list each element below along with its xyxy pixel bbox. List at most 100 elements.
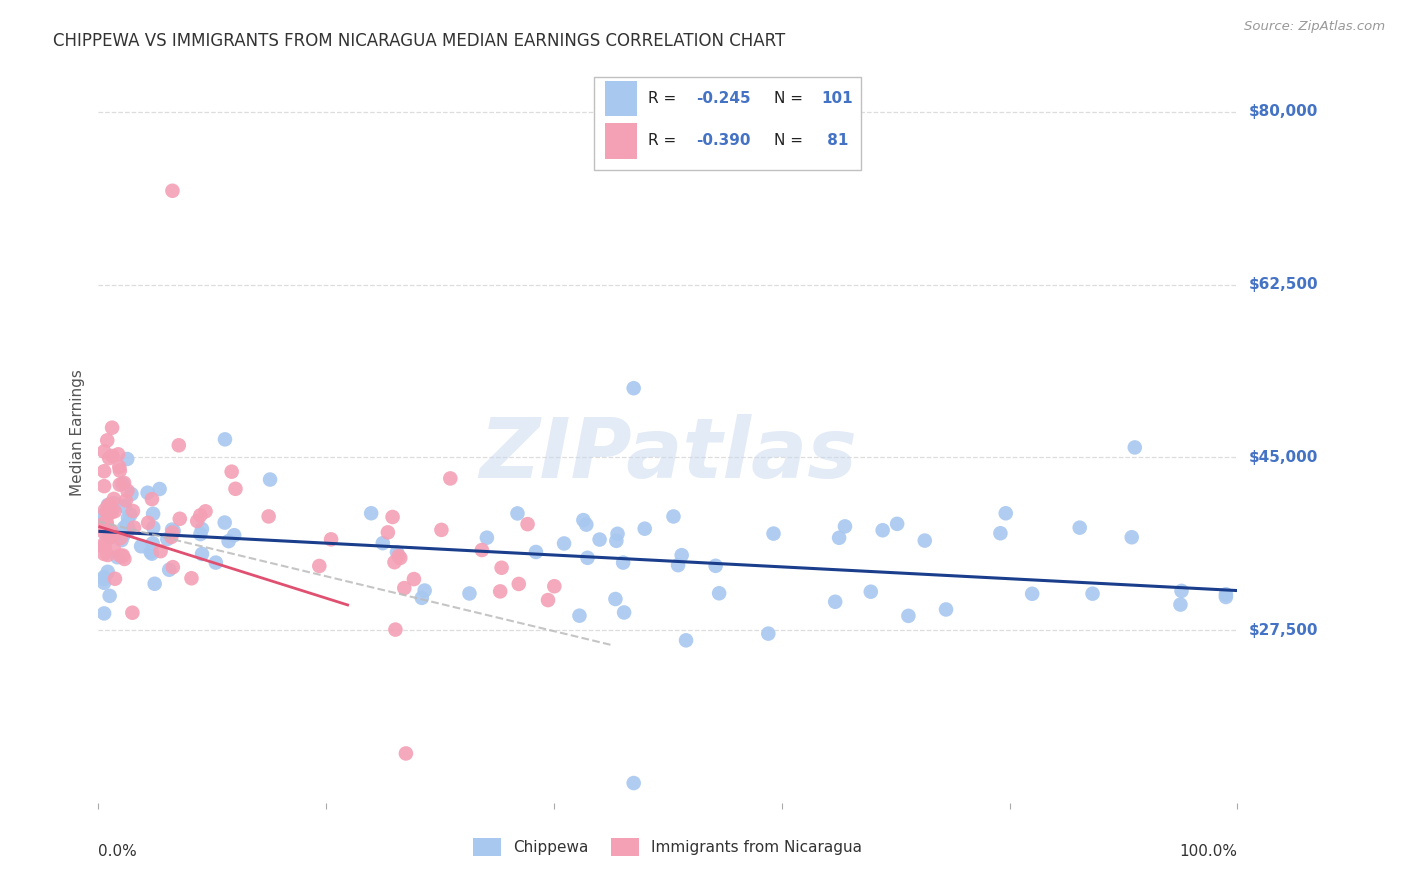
Point [107,550,129,565]
Point [613,606,636,620]
Point [163,524,186,538]
Point [828,531,851,545]
Point [886,516,908,531]
Point [388,549,411,563]
Point [1215,590,1237,604]
Point [612,556,634,570]
Point [990,526,1012,541]
Point [142,507,165,521]
Point [259,473,281,487]
FancyBboxPatch shape [593,78,862,169]
Point [96,434,118,448]
Point [115,452,138,467]
Point [120,508,142,522]
Point [381,510,404,524]
Point [93,525,115,540]
Point [224,482,246,496]
Point [524,545,547,559]
Text: $62,500: $62,500 [1249,277,1317,292]
Point [103,528,125,542]
Point [104,572,127,586]
Point [93,508,115,522]
Point [142,536,165,550]
Text: N =: N = [773,134,807,148]
Point [506,507,529,521]
Point [1069,521,1091,535]
Point [430,523,453,537]
Point [129,539,152,553]
Point [98,497,121,511]
Point [121,606,143,620]
Legend: Chippewa, Immigrants from Nicaragua: Chippewa, Immigrants from Nicaragua [467,832,869,862]
Point [1170,583,1192,598]
Point [104,504,127,518]
Point [100,505,122,519]
Point [568,608,591,623]
Point [1021,587,1043,601]
Point [194,504,217,518]
Point [93,520,115,534]
Point [389,550,412,565]
Point [110,531,132,545]
Point [149,544,172,558]
Point [112,475,135,490]
Point [149,482,172,496]
Text: CHIPPEWA VS IMMIGRANTS FROM NICARAGUA MEDIAN EARNINGS CORRELATION CHART: CHIPPEWA VS IMMIGRANTS FROM NICARAGUA ME… [53,32,785,50]
Point [1170,598,1192,612]
Point [103,496,125,510]
Point [162,560,184,574]
Point [98,451,121,466]
Point [308,559,330,574]
Point [191,547,214,561]
Point [458,586,481,600]
Point [162,525,184,540]
Point [101,449,124,463]
Point [100,530,122,544]
Point [634,522,657,536]
Point [475,531,498,545]
Text: R =: R = [648,91,682,106]
Point [377,525,399,540]
Point [115,493,138,508]
Point [543,579,565,593]
Point [110,533,132,548]
Text: 101: 101 [821,91,853,106]
Point [100,524,122,539]
Point [605,592,627,607]
Point [188,508,211,523]
FancyBboxPatch shape [605,123,637,159]
Point [93,537,115,551]
Y-axis label: Median Earnings: Median Earnings [70,369,86,496]
Point [897,608,920,623]
Point [96,528,118,542]
Point [675,633,697,648]
Point [96,517,118,532]
Point [122,520,145,534]
Point [94,541,117,555]
Point [96,515,118,529]
Point [914,533,936,548]
Point [605,533,627,548]
Point [205,556,228,570]
Point [97,548,120,562]
Point [93,516,115,531]
Point [108,549,131,563]
Text: 0.0%: 0.0% [98,844,138,858]
Point [100,524,122,539]
Point [935,602,957,616]
Text: 100.0%: 100.0% [1180,844,1237,858]
Point [96,505,118,519]
Point [537,593,560,607]
Point [98,589,121,603]
Point [662,509,685,524]
Point [666,558,689,573]
Point [93,547,115,561]
Point [395,747,418,761]
Point [93,519,115,533]
Point [93,607,115,621]
Point [360,506,382,520]
Point [93,444,115,458]
Point [121,487,143,501]
Point [394,581,416,595]
Point [859,584,882,599]
